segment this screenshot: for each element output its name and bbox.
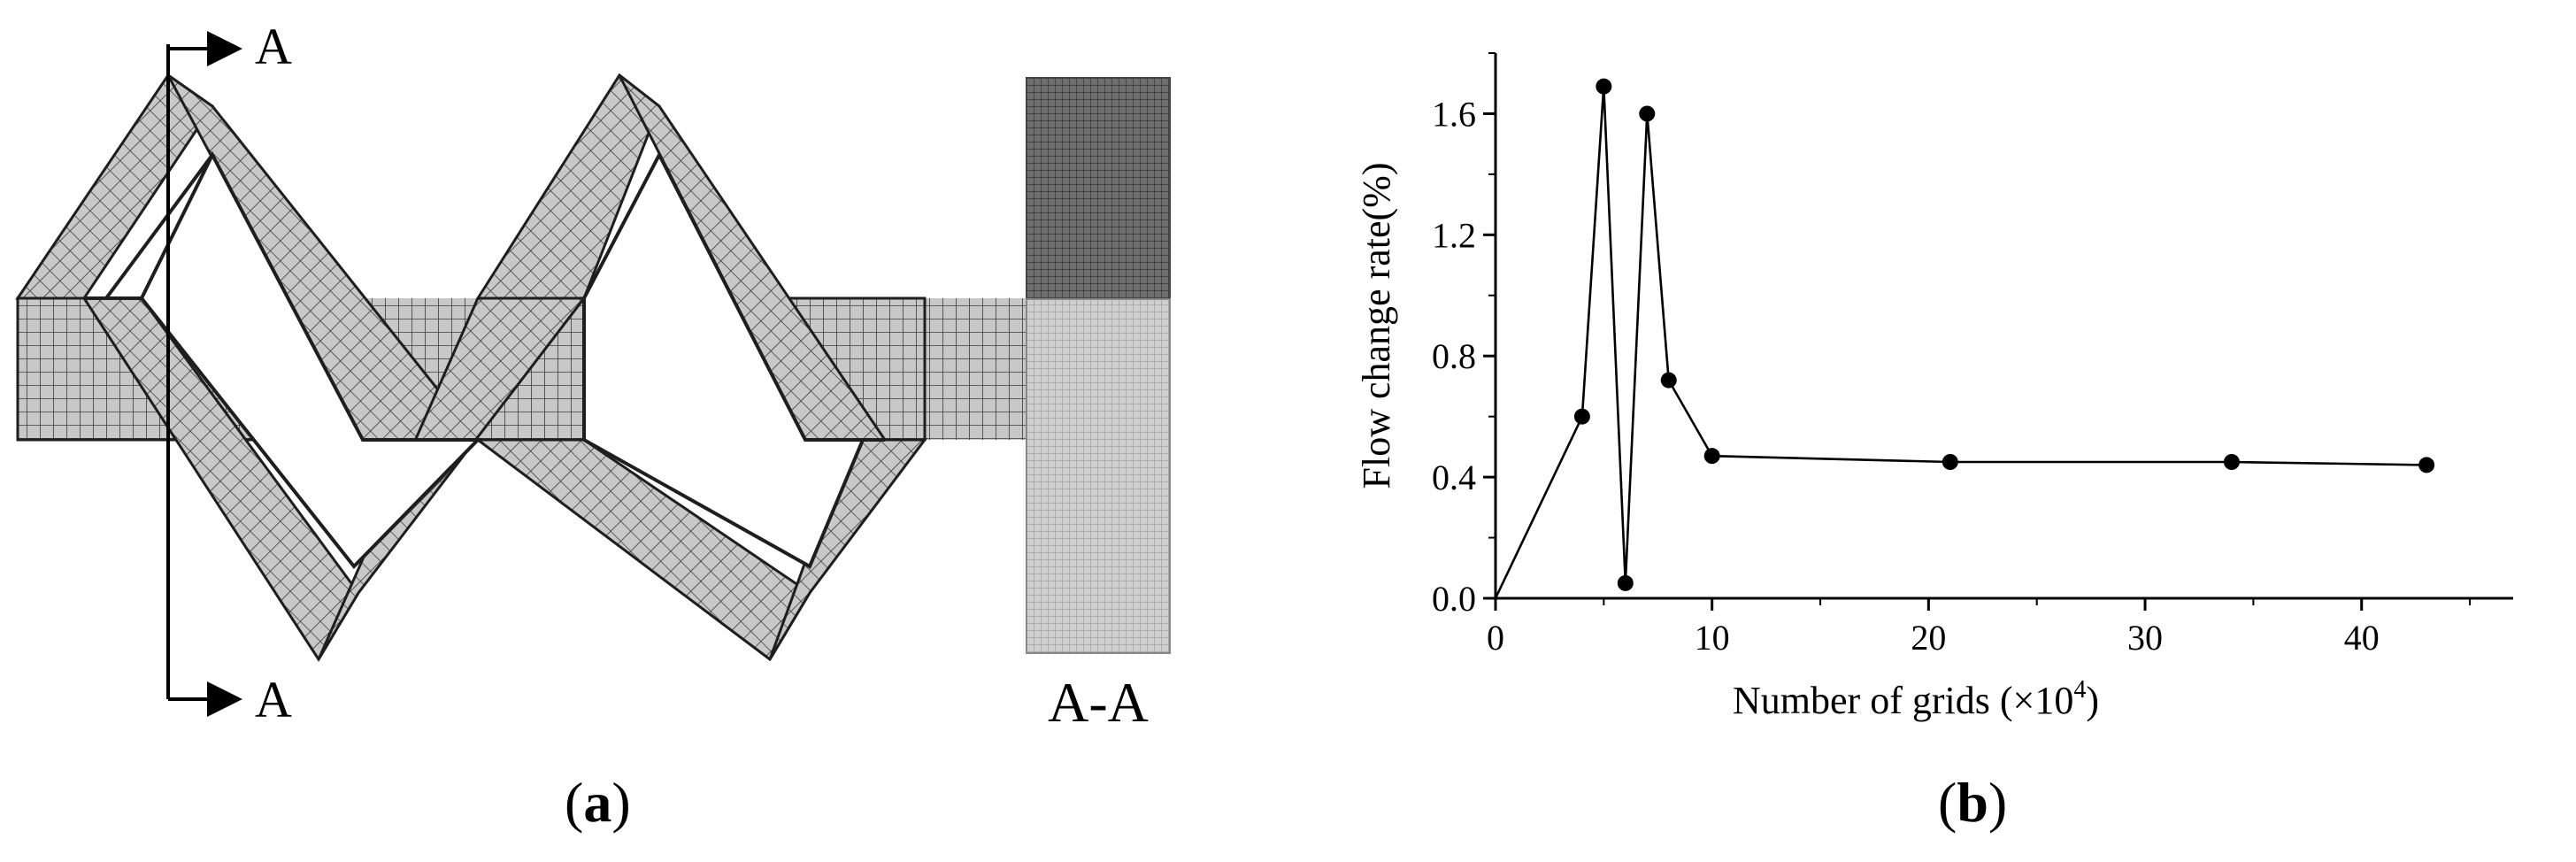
cavity-3 [582, 150, 885, 569]
data-point [1573, 408, 1590, 425]
mesh-diagram: A A A-A [15, 18, 1171, 734]
section-view-light [1026, 298, 1171, 654]
data-points [1573, 78, 2435, 591]
section-caption: A-A [1048, 671, 1149, 734]
flow-change-chart: 0 10 20 30 40 0.0 0.4 0.8 1.2 1.6 Flow change rat… [1355, 52, 2513, 722]
data-point [1639, 105, 1656, 122]
section-label-top: A [255, 18, 292, 75]
panel-label-b-letter: b [1957, 771, 1988, 834]
y-tick-label: 1.2 [1432, 215, 1476, 255]
y-tick-label: 0.8 [1432, 336, 1476, 376]
panel-label-b-close: ) [1988, 771, 2008, 834]
panel-label-a-close: ) [611, 771, 631, 834]
data-point [1617, 574, 1634, 591]
x-axis-label-sup: 4 [2073, 676, 2086, 704]
data-point [1942, 454, 1958, 470]
x-tick-label: 0 [1487, 618, 1504, 658]
data-point [1596, 78, 1612, 95]
x-axis-label-main: Number of grids (×10 [1733, 679, 2073, 722]
x-tick-label: 40 [2344, 618, 2380, 658]
y-tick-label: 0.4 [1432, 458, 1476, 497]
section-label-bottom: A [255, 671, 292, 728]
series-line [1494, 86, 2427, 599]
data-point [1703, 448, 1720, 465]
data-point [2418, 457, 2435, 473]
cavity-2 [139, 150, 482, 570]
panel-label-a: (a) [565, 770, 631, 835]
panel-label-b: (b) [1938, 770, 2007, 835]
x-tick-label: 10 [1695, 618, 1730, 658]
x-tick-label: 20 [1911, 618, 1946, 658]
x-axis-label: Number of grids (×104) [1733, 676, 2099, 722]
panel-label-b-open: ( [1938, 771, 1957, 834]
panel-label-a-letter: a [583, 771, 612, 834]
axis-ticks: 0 10 20 30 40 0.0 0.4 0.8 1.2 1.6 [1432, 52, 2472, 658]
panel-label-a-open: ( [565, 771, 584, 834]
data-point [1660, 372, 1677, 389]
x-axis-label-close: ) [2086, 679, 2099, 722]
data-point [2223, 454, 2240, 470]
y-tick-label: 1.6 [1432, 94, 1476, 134]
y-tick-label: 0.0 [1432, 579, 1476, 619]
x-tick-label: 30 [2127, 618, 2163, 658]
y-axis-label: Flow change rate(%) [1355, 163, 1398, 489]
section-view-dark [1026, 77, 1171, 300]
